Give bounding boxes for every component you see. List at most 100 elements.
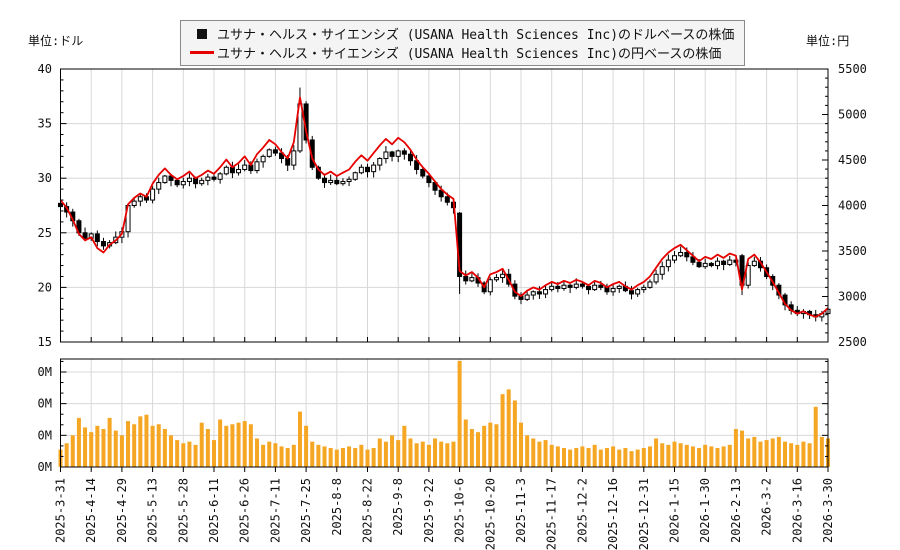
right-axis-unit-label: 単位:円 — [806, 34, 850, 48]
volume-bar — [212, 440, 216, 467]
candle — [315, 166, 321, 179]
volume-bar — [426, 444, 431, 467]
candle — [702, 262, 708, 268]
volume-bar — [727, 444, 732, 467]
x-axis-tick-label: 2025-6-26 — [238, 478, 252, 543]
x-axis-tick-label: 2025-6-11 — [207, 478, 221, 543]
candle — [150, 188, 156, 201]
x-axis-tick-label: 2025-4-14 — [84, 478, 98, 543]
candle — [573, 283, 579, 288]
volume-bar — [586, 447, 591, 467]
volume-bar — [813, 406, 818, 467]
candle — [629, 290, 635, 295]
volume-bar — [181, 443, 186, 467]
price-pane-frame — [60, 68, 829, 343]
volume-bar — [261, 444, 266, 467]
candle — [383, 151, 389, 160]
volume-bar — [733, 428, 738, 467]
volume-axis-tick-label: 0M — [38, 460, 52, 474]
volume-bar — [169, 435, 174, 467]
volume-bar — [506, 389, 511, 467]
x-axis-tick-label: 2025-11-3 — [514, 478, 528, 543]
volume-bar — [451, 441, 456, 467]
volume-bar — [500, 394, 505, 467]
gridlines — [60, 69, 829, 467]
volume-bar — [187, 441, 192, 467]
volume-bar — [463, 419, 468, 467]
volume-bar — [482, 425, 487, 467]
volume-bar — [316, 444, 321, 467]
candle — [260, 155, 266, 163]
candle — [291, 150, 297, 166]
volume-bar — [353, 447, 358, 467]
tick-labels: 40 35 30 25 20 15 5500 5000 4500 4000 3500 3000 2500… — [38, 62, 867, 550]
candle — [555, 285, 561, 289]
volume-bar — [291, 444, 296, 467]
volume-bar — [568, 449, 573, 467]
right-axis-tick-label: 4000 — [838, 199, 867, 213]
candle — [543, 289, 549, 295]
x-axis-tick-label: 2025-10-6 — [453, 478, 467, 543]
legend-entry-yen: ユサナ・ヘルス・サイエンシズ (USANA Health Sciences In… — [187, 43, 734, 62]
volume-bar — [95, 425, 100, 467]
candle — [365, 166, 370, 173]
volume-bar — [697, 447, 702, 467]
candle — [131, 200, 137, 207]
volume-bar — [162, 428, 167, 467]
volume-bar — [592, 444, 597, 467]
volume-bar — [469, 428, 474, 467]
volume-bar — [248, 424, 253, 467]
volume-bar — [322, 446, 327, 467]
volume-bar — [420, 441, 425, 467]
candle — [328, 179, 334, 184]
volume-bar — [709, 446, 714, 467]
x-axis-tick-label: 2025-5-13 — [146, 478, 160, 543]
candle — [223, 166, 229, 175]
volume-bar — [537, 441, 542, 467]
volume-bar — [580, 446, 585, 467]
candle — [322, 177, 328, 184]
volume-bar — [365, 449, 370, 467]
x-axis-tick-label: 2026-2-13 — [729, 478, 743, 543]
volume-bar — [439, 441, 444, 467]
candle — [653, 273, 659, 283]
volume-bar — [703, 444, 708, 467]
volume-bar — [445, 443, 450, 467]
candle — [549, 285, 555, 291]
volume-bar — [561, 447, 566, 467]
candle — [346, 178, 352, 182]
black-square-marker — [187, 28, 217, 39]
volume-bar — [126, 421, 131, 467]
right-axis-tick-label: 3000 — [838, 290, 867, 304]
x-axis-tick-label: 2025-7-11 — [268, 478, 282, 543]
candle — [236, 168, 242, 174]
volume-bar — [285, 447, 290, 467]
candle — [678, 251, 684, 257]
candle — [469, 277, 475, 282]
volume-bar — [549, 444, 554, 467]
volume-bar — [746, 438, 751, 467]
volume-bar — [494, 424, 499, 467]
right-axis-tick-label: 5500 — [838, 62, 867, 76]
candle — [137, 196, 143, 202]
volume-bar — [150, 425, 155, 467]
volume-bar — [408, 438, 413, 467]
volume-bar — [279, 446, 284, 467]
x-axis-tick-label: 2026-3-16 — [790, 478, 804, 543]
volume-bar — [297, 411, 302, 467]
volume-bar — [254, 438, 259, 467]
volume-bar — [359, 444, 364, 467]
volume-bar — [156, 424, 161, 467]
candle — [186, 177, 192, 182]
volume-bar — [758, 441, 763, 467]
candle — [708, 262, 714, 267]
candle — [500, 273, 506, 279]
volume-bar — [635, 449, 640, 467]
candle — [561, 284, 567, 289]
candle — [444, 196, 450, 203]
x-axis-tick-label: 2025-11-17 — [545, 478, 559, 550]
left-axis-tick-label: 25 — [38, 226, 52, 240]
x-axis-tick-label: 2025-7-25 — [299, 478, 313, 543]
legend-entry-label: ユサナ・ヘルス・サイエンシズ (USANA Health Sciences In… — [217, 47, 722, 62]
legend-entry-dollar: ユサナ・ヘルス・サイエンシズ (USANA Health Sciences In… — [187, 24, 734, 43]
